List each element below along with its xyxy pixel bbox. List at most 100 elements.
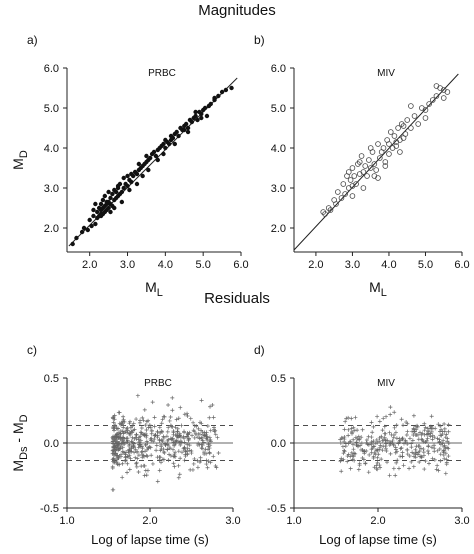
residual-point bbox=[178, 443, 182, 447]
data-point bbox=[412, 114, 417, 119]
station-label: PRBC bbox=[144, 378, 172, 389]
data-point bbox=[390, 146, 395, 151]
y-tick-label: 6.0 bbox=[44, 63, 59, 75]
data-point bbox=[131, 174, 135, 178]
data-point bbox=[116, 186, 120, 190]
residual-point bbox=[142, 464, 146, 468]
y-tick-label: -0.5 bbox=[267, 503, 286, 515]
residual-point bbox=[143, 408, 147, 412]
residual-point bbox=[145, 473, 149, 477]
residual-point bbox=[394, 430, 398, 434]
panel-label: c) bbox=[27, 343, 37, 357]
residual-point bbox=[111, 488, 115, 492]
data-point bbox=[146, 168, 150, 172]
y-tick-label: 2.0 bbox=[271, 223, 286, 235]
panel-label: b) bbox=[254, 33, 265, 47]
panel-b: 2.0 3.0 4.0 5.0 6.0 2.0 3.0 4.0 5.0 6.0 b) MIV ML bbox=[254, 33, 470, 299]
residual-point bbox=[388, 405, 392, 409]
residual-point bbox=[208, 405, 212, 409]
x-axis-label: Log of lapse time (s) bbox=[91, 532, 209, 547]
data-point bbox=[398, 150, 403, 155]
residual-point bbox=[357, 438, 361, 442]
data-point bbox=[137, 162, 141, 166]
data-point bbox=[106, 190, 110, 194]
residual-point bbox=[401, 454, 405, 458]
residual-point bbox=[405, 433, 409, 437]
residual-point bbox=[125, 471, 129, 475]
data-point bbox=[93, 202, 97, 206]
residual-point bbox=[207, 416, 211, 420]
data-point bbox=[387, 142, 392, 147]
residual-point bbox=[156, 430, 160, 434]
residual-point bbox=[435, 464, 439, 468]
data-point bbox=[148, 156, 152, 160]
residual-point bbox=[125, 462, 129, 466]
residual-point bbox=[176, 430, 180, 434]
data-point bbox=[80, 230, 84, 234]
data-point bbox=[161, 152, 165, 156]
residual-point bbox=[136, 394, 140, 398]
residual-point bbox=[211, 454, 215, 458]
data-point bbox=[99, 214, 103, 218]
residual-point bbox=[426, 436, 430, 440]
y-tick-label: 4.0 bbox=[44, 143, 59, 155]
residual-point bbox=[169, 415, 173, 419]
data-point bbox=[388, 130, 393, 135]
residual-point bbox=[412, 414, 416, 418]
data-point bbox=[95, 210, 99, 214]
x-tick-label: 2.0 bbox=[82, 259, 97, 271]
residual-point bbox=[375, 414, 379, 418]
data-point bbox=[152, 150, 156, 154]
data-point bbox=[346, 186, 351, 191]
residual-point bbox=[154, 448, 158, 452]
residual-point bbox=[392, 466, 396, 470]
data-point bbox=[441, 96, 446, 101]
y-tick-label: 0.0 bbox=[44, 438, 59, 450]
residual-point bbox=[392, 433, 396, 437]
residual-point bbox=[349, 467, 353, 471]
y-tick-label: 3.0 bbox=[271, 183, 286, 195]
residual-point bbox=[120, 475, 124, 479]
data-point bbox=[405, 118, 410, 123]
data-point bbox=[212, 96, 216, 100]
residual-point bbox=[394, 446, 398, 450]
residual-point bbox=[395, 458, 399, 462]
data-point bbox=[359, 154, 364, 159]
residual-point bbox=[405, 448, 409, 452]
panel-d: 1.0 2.0 3.0-0.50.00.5d)MIVLog of lapse tim… bbox=[254, 343, 470, 547]
residual-point bbox=[412, 465, 416, 469]
x-axis-label: ML bbox=[369, 279, 387, 299]
residual-point bbox=[361, 428, 365, 432]
data-point bbox=[434, 84, 439, 89]
data-point bbox=[70, 242, 74, 246]
residual-point bbox=[170, 408, 174, 412]
data-point bbox=[82, 226, 86, 230]
data-point bbox=[112, 206, 116, 210]
data-point bbox=[186, 126, 190, 130]
data-point bbox=[445, 90, 450, 95]
residual-point bbox=[409, 445, 413, 449]
x-tick-label: 3.0 bbox=[120, 259, 135, 271]
data-point bbox=[99, 202, 103, 206]
data-point bbox=[103, 194, 107, 198]
y-tick-label: 5.0 bbox=[44, 103, 59, 115]
data-point bbox=[205, 114, 209, 118]
residual-point bbox=[430, 445, 434, 449]
residual-point bbox=[430, 414, 434, 418]
station-label: PRBC bbox=[148, 68, 176, 79]
residual-point bbox=[172, 465, 176, 469]
residual-point bbox=[134, 433, 138, 437]
residual-point bbox=[128, 468, 132, 472]
residual-point bbox=[370, 435, 374, 439]
data-point bbox=[193, 114, 197, 118]
residual-point bbox=[389, 452, 393, 456]
residual-point bbox=[178, 456, 182, 460]
residual-point bbox=[384, 444, 388, 448]
data-point bbox=[195, 118, 199, 122]
data-point bbox=[372, 174, 377, 179]
residual-point bbox=[395, 423, 399, 427]
residual-point bbox=[182, 458, 186, 462]
data-point bbox=[125, 174, 129, 178]
residual-point bbox=[210, 403, 214, 407]
residual-point bbox=[121, 462, 125, 466]
